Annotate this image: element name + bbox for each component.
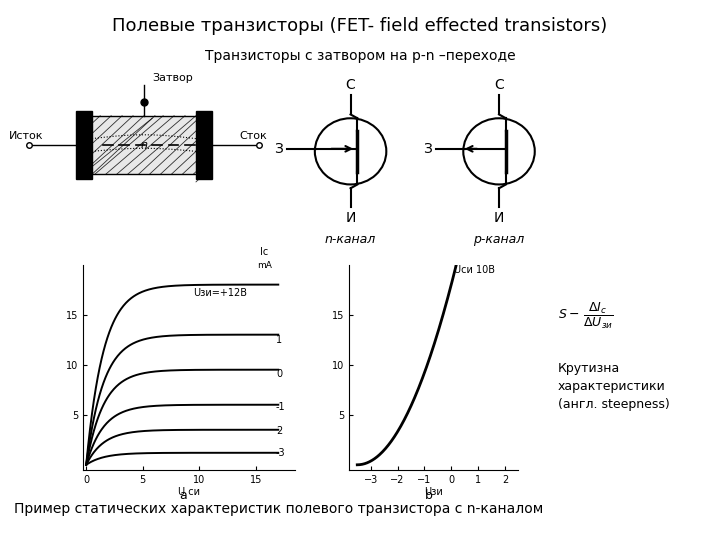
Text: Iс: Iс	[261, 247, 269, 256]
Text: И: И	[494, 211, 504, 225]
Text: n: n	[140, 140, 148, 150]
Text: З: З	[274, 142, 283, 156]
Text: С: С	[494, 78, 504, 91]
Text: Пример статических характеристик полевого транзистора с n-каналом: Пример статических характеристик полевог…	[14, 502, 544, 516]
Text: З: З	[423, 142, 432, 156]
Text: Затвор: Затвор	[152, 72, 193, 83]
Polygon shape	[196, 111, 212, 179]
Text: Сток: Сток	[240, 131, 268, 141]
Text: -1: -1	[276, 402, 286, 412]
Text: -3: -3	[276, 448, 286, 458]
Text: p-канал: p-канал	[474, 233, 525, 246]
Text: И: И	[346, 211, 356, 225]
Text: Uси 10В: Uси 10В	[454, 265, 495, 275]
Text: Исток: Исток	[9, 131, 43, 141]
Text: a: a	[180, 489, 187, 502]
Text: Uзи=+12В: Uзи=+12В	[194, 288, 248, 298]
Text: 2: 2	[276, 426, 282, 436]
Polygon shape	[92, 116, 196, 174]
X-axis label: U си: U си	[178, 488, 200, 497]
Text: mА: mА	[257, 261, 272, 269]
Text: Транзисторы с затвором на p-n –переходе: Транзисторы с затвором на p-n –переходе	[204, 49, 516, 63]
Text: n-канал: n-канал	[325, 233, 376, 246]
Text: 0: 0	[276, 368, 282, 379]
Text: Крутизна
характеристики
(англ. steepness): Крутизна характеристики (англ. steepness…	[558, 362, 670, 410]
Text: b: b	[425, 489, 432, 502]
Text: Полевые транзисторы (FET- field effected transistors): Полевые транзисторы (FET- field effected…	[112, 17, 608, 35]
Text: $S -\, \dfrac{\Delta I_c}{\Delta U_{зи}}$: $S -\, \dfrac{\Delta I_c}{\Delta U_{зи}}…	[558, 301, 613, 331]
Text: С: С	[346, 78, 356, 91]
Polygon shape	[76, 111, 92, 179]
Text: 1: 1	[276, 335, 282, 345]
X-axis label: Uзи: Uзи	[424, 488, 444, 497]
